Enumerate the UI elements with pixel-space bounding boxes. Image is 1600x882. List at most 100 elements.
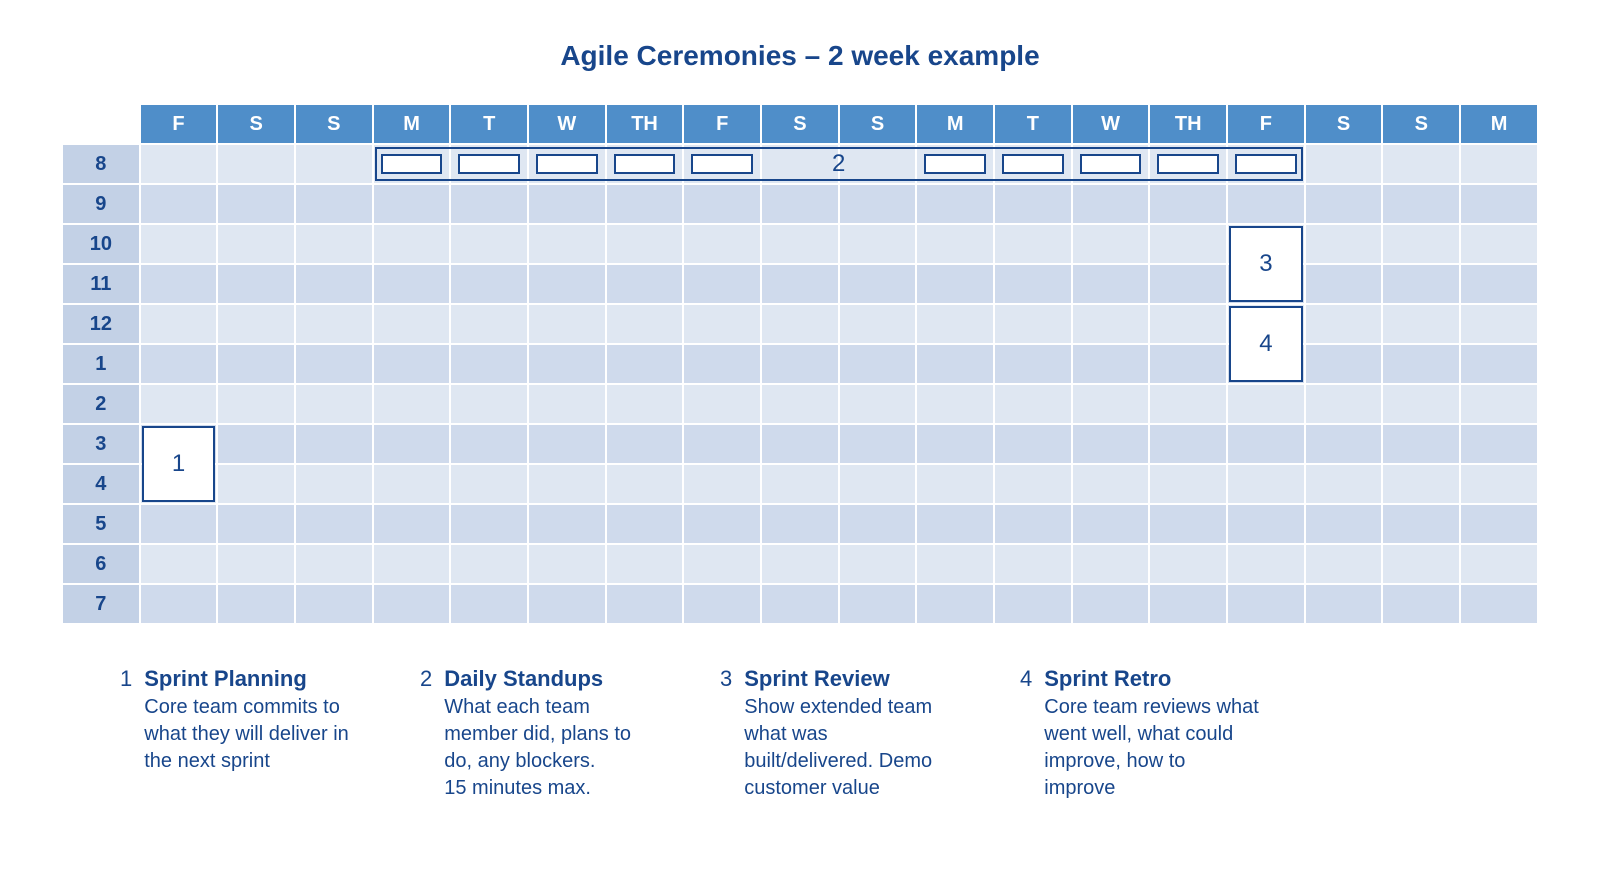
- grid-cell: [839, 224, 917, 264]
- grid-cell: [994, 304, 1072, 344]
- hour-label: 9: [62, 184, 140, 224]
- grid-cell: [373, 264, 451, 304]
- grid-cell: [217, 264, 295, 304]
- grid-cell: [606, 544, 684, 584]
- hour-label: 1: [62, 344, 140, 384]
- grid-cell: [994, 464, 1072, 504]
- grid-cell: [1305, 264, 1383, 304]
- grid-cell: [1149, 184, 1227, 224]
- day-header: TH: [1149, 104, 1227, 144]
- grid-cell: [140, 464, 218, 504]
- grid-cell: [528, 144, 606, 184]
- grid-cell: [1460, 264, 1538, 304]
- day-header: F: [140, 104, 218, 144]
- grid-cell: [528, 384, 606, 424]
- grid-cell: [1305, 304, 1383, 344]
- hour-label: 12: [62, 304, 140, 344]
- hour-label: 10: [62, 224, 140, 264]
- legend: 1Sprint PlanningCore team commits to wha…: [60, 666, 1540, 802]
- grid-cell: [1227, 544, 1305, 584]
- legend-number: 1: [120, 666, 132, 802]
- grid-cell: [839, 504, 917, 544]
- grid-cell: [1460, 184, 1538, 224]
- legend-title: Sprint Review: [744, 666, 960, 692]
- grid-cell: [1149, 424, 1227, 464]
- grid-cell: [916, 464, 994, 504]
- grid-cell: [1072, 464, 1150, 504]
- grid-cell: [1227, 304, 1305, 344]
- grid-cell: [916, 144, 994, 184]
- grid-cell: [1072, 224, 1150, 264]
- grid-cell: [994, 144, 1072, 184]
- grid-cell: [606, 464, 684, 504]
- legend-text: Sprint PlanningCore team commits to what…: [144, 666, 360, 802]
- grid-cell: [839, 344, 917, 384]
- grid-cell: [1305, 344, 1383, 384]
- grid-cell: [1460, 344, 1538, 384]
- grid-cell: [1072, 344, 1150, 384]
- grid-cell: [373, 504, 451, 544]
- legend-title: Daily Standups: [444, 666, 660, 692]
- grid-cell: [994, 384, 1072, 424]
- grid-cell: [1227, 224, 1305, 264]
- grid-cell: [528, 224, 606, 264]
- grid-cell: [683, 344, 761, 384]
- grid-cell: [140, 224, 218, 264]
- grid-cell: [140, 504, 218, 544]
- grid-cell: [683, 384, 761, 424]
- grid-cell: [994, 344, 1072, 384]
- grid-cell: [295, 264, 373, 304]
- grid-cell: [606, 424, 684, 464]
- grid-cell: [606, 264, 684, 304]
- grid-cell: [1072, 304, 1150, 344]
- grid-cell: [761, 544, 839, 584]
- day-header: S: [295, 104, 373, 144]
- legend-text: Sprint RetroCore team reviews what went …: [1044, 666, 1260, 802]
- grid-cell: [683, 584, 761, 624]
- grid-cell: [217, 184, 295, 224]
- grid-cell: [450, 144, 528, 184]
- grid-cell: [1072, 504, 1150, 544]
- grid-cell: [373, 424, 451, 464]
- grid-cell: [1149, 144, 1227, 184]
- grid-cell: [295, 384, 373, 424]
- legend-item: 2Daily StandupsWhat each team member did…: [420, 666, 660, 802]
- grid-cell: [140, 264, 218, 304]
- hour-label: 11: [62, 264, 140, 304]
- legend-number: 4: [1020, 666, 1032, 802]
- grid-cell: [683, 464, 761, 504]
- grid-cell: [295, 224, 373, 264]
- grid-cell: [839, 464, 917, 504]
- grid-cell: [373, 224, 451, 264]
- grid-cell: [1460, 504, 1538, 544]
- grid-cell: [217, 464, 295, 504]
- grid-cell: [916, 504, 994, 544]
- day-header: S: [1305, 104, 1383, 144]
- header-corner: [62, 104, 140, 144]
- grid-cell: [450, 264, 528, 304]
- grid-cell: [683, 424, 761, 464]
- legend-text: Daily StandupsWhat each team member did,…: [444, 666, 660, 802]
- grid-cell: [1305, 464, 1383, 504]
- grid-cell: [606, 144, 684, 184]
- grid-cell: [606, 184, 684, 224]
- day-header: W: [1072, 104, 1150, 144]
- grid-cell: [994, 184, 1072, 224]
- grid-cell: [217, 504, 295, 544]
- hour-label: 3: [62, 424, 140, 464]
- grid-cell: [761, 464, 839, 504]
- grid-cell: [916, 184, 994, 224]
- grid-cell: [373, 304, 451, 344]
- grid-cell: [217, 344, 295, 384]
- grid-cell: [1072, 424, 1150, 464]
- hour-label: 7: [62, 584, 140, 624]
- grid-cell: [994, 224, 1072, 264]
- day-header: T: [450, 104, 528, 144]
- grid-cell: [528, 544, 606, 584]
- grid-cell: [1460, 464, 1538, 504]
- grid-cell: [217, 584, 295, 624]
- grid-cell: [1382, 344, 1460, 384]
- grid-cell: [761, 384, 839, 424]
- grid-cell: [528, 424, 606, 464]
- page-title: Agile Ceremonies – 2 week example: [60, 40, 1540, 72]
